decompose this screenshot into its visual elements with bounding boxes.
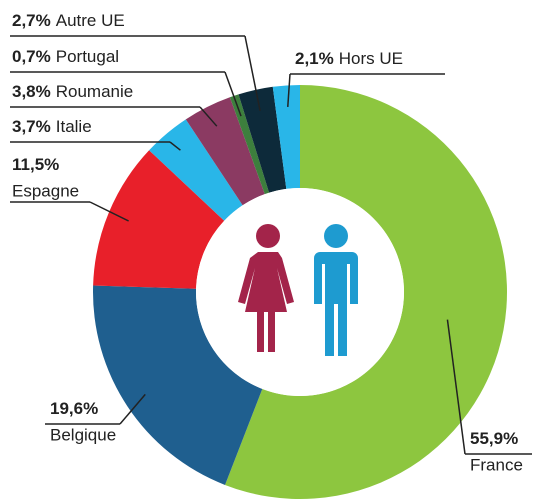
value-label: 0,7% (12, 47, 51, 66)
slice (93, 150, 225, 289)
labels: 55,9% France 19,6% Belgique 11,5% Espagne 3,7%… (10, 11, 532, 474)
slice-label: 0,7% Portugal (12, 47, 119, 66)
leader-line (199, 106, 218, 127)
leader-line (446, 319, 466, 455)
donut-hole (196, 188, 404, 396)
category-label: Portugal (56, 47, 119, 66)
slice (229, 94, 270, 195)
slice (238, 86, 287, 193)
leader-line (244, 35, 261, 111)
category-label: Italie (56, 117, 92, 136)
slice-label: 11,5% (12, 155, 59, 174)
value-label: 3,8% (12, 82, 51, 101)
leader-line (224, 71, 242, 117)
value-label: 11,5% (12, 155, 59, 174)
category-label: Hors UE (339, 49, 403, 68)
slice-label: 2,1% Hors UE (295, 49, 403, 68)
man-icon (314, 224, 358, 356)
leader-line (89, 201, 129, 222)
slices (92, 85, 508, 499)
slice-label: 3,7% Italie (12, 117, 92, 136)
category-label: Belgique (50, 425, 116, 444)
value-label: 55,9% (470, 429, 518, 448)
category-label: Roumanie (56, 82, 134, 101)
value-label: 19,6% (50, 399, 98, 418)
leader-line (287, 73, 291, 107)
slice-label: 55,9% (470, 429, 518, 448)
slice-label: 3,8% Roumanie (12, 82, 133, 101)
slice-label: 19,6% (50, 399, 98, 418)
slice (185, 97, 265, 206)
slice (92, 285, 263, 485)
value-label: 2,7% (12, 11, 51, 30)
leader-line (169, 141, 181, 151)
value-label: 2,1% (295, 49, 334, 68)
slice-label: 2,7% Autre UE (12, 11, 125, 30)
slice (225, 85, 508, 499)
category-label: Autre UE (56, 11, 125, 30)
woman-icon (238, 224, 294, 352)
leader-line (119, 393, 146, 425)
slice (272, 85, 300, 189)
category-label: Espagne (12, 181, 79, 200)
value-label: 3,7% (12, 117, 51, 136)
category-label: France (470, 455, 523, 474)
